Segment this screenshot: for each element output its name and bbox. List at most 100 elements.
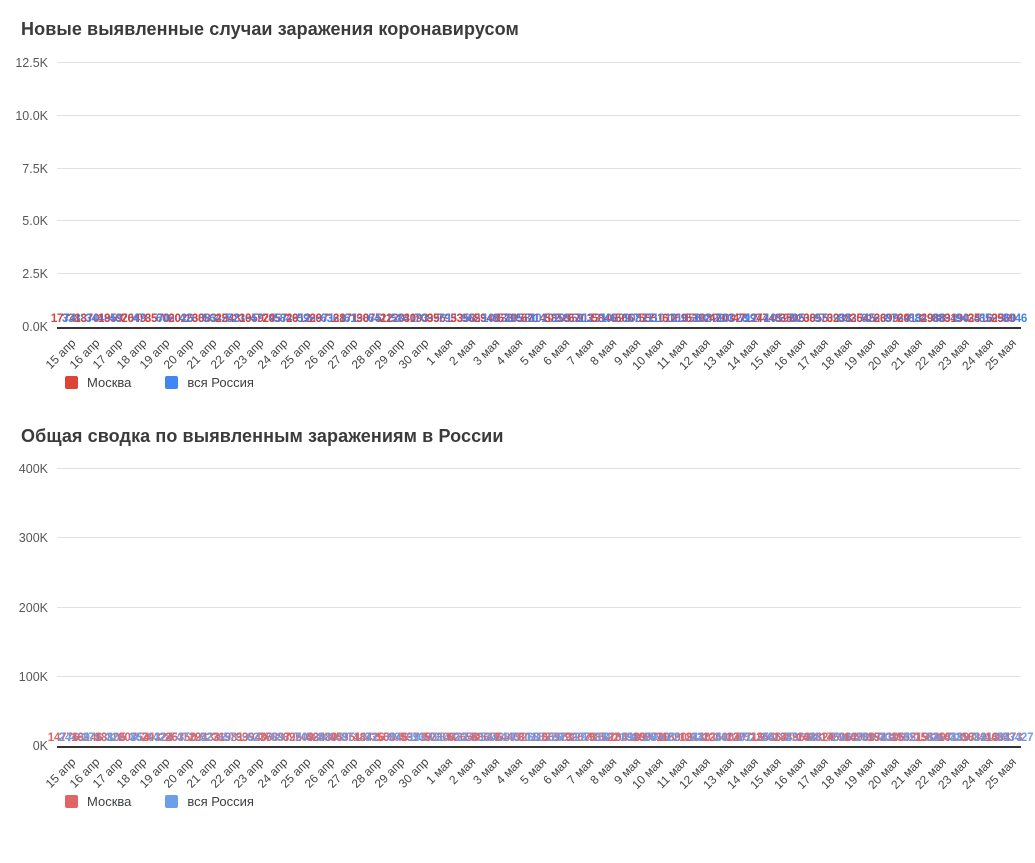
value-label: 2220	[380, 313, 405, 325]
cumulative-cases-chart: Общая сводка по выявленным заражениям в …	[0, 425, 1035, 810]
category-group: 5667 10817	[615, 63, 654, 327]
legend-swatch	[165, 375, 179, 389]
value-label: 3448	[85, 313, 111, 325]
category-group: 14776 24490	[48, 469, 90, 746]
value-label: 2560	[991, 313, 1017, 325]
value-label: 3505	[779, 313, 805, 325]
legend-item: Москва	[65, 375, 131, 390]
category-group: 130716 252245	[727, 469, 775, 746]
category-group: 39509 74588	[283, 469, 325, 746]
value-label: 10899	[693, 313, 725, 325]
value-label: 5849	[273, 313, 299, 325]
value-label: 4703	[709, 313, 734, 325]
value-label: 62658	[447, 732, 479, 744]
value-label: 149607	[844, 732, 882, 744]
value-label: 57300	[423, 732, 455, 744]
value-label: 262843	[761, 732, 799, 744]
value-label: 1774	[50, 313, 76, 325]
value-label: 281752	[808, 732, 846, 744]
category-group: 2516 8599	[968, 63, 1004, 327]
category-group: 31981 57999	[212, 469, 254, 746]
value-label: 5795	[497, 313, 523, 325]
value-label: 2988	[920, 313, 946, 325]
value-label: 80115	[518, 732, 549, 744]
value-label: 10028	[717, 313, 749, 325]
category-group: 4748 10598	[756, 63, 795, 327]
category-group: 2560 8946	[991, 63, 1027, 327]
value-label: 5236	[226, 313, 252, 325]
x-axis-label: 7 мая	[563, 336, 596, 369]
value-label: 317554	[902, 732, 940, 744]
category-group: 135464 262843	[750, 469, 798, 746]
category-group: 20754 36793	[118, 469, 160, 746]
category-group: 5858 10559	[545, 63, 584, 327]
category-group: 142824 281752	[797, 469, 845, 746]
category-group: 152306 308705	[868, 469, 916, 746]
value-label: 45351	[329, 732, 361, 744]
value-label: 2612	[285, 313, 311, 325]
gridline	[57, 537, 1021, 539]
value-label: 31981	[212, 732, 244, 744]
value-label: 24490	[58, 732, 90, 744]
value-label: 42853	[152, 732, 184, 744]
value-label: 104189	[608, 732, 647, 744]
value-label: 93558	[364, 732, 396, 744]
value-label: 6169	[662, 313, 687, 325]
y-axis-label: 5.0K	[22, 214, 48, 229]
category-group: 33940 62773	[236, 469, 278, 746]
value-label: 3083	[191, 313, 217, 325]
value-label: 3388	[61, 313, 87, 325]
value-label: 1370	[74, 313, 100, 325]
value-label: 8926	[837, 313, 863, 325]
value-label: 187859	[596, 732, 634, 744]
value-label: 163913	[961, 732, 999, 744]
value-label: 98522	[588, 732, 620, 744]
value-label: 2971	[309, 313, 335, 325]
value-label: 5551	[638, 313, 664, 325]
value-label: 4712	[732, 313, 758, 325]
value-label: 39509	[282, 732, 314, 744]
value-label: 5392	[685, 313, 711, 325]
value-label: 24324	[141, 732, 173, 744]
value-label: 221344	[666, 732, 705, 744]
value-label: 68622	[270, 732, 302, 744]
value-label: 155219	[891, 732, 929, 744]
value-label: 42480	[306, 732, 338, 744]
category-group: 36897 68622	[259, 469, 301, 746]
x-axis: 15 апр 16 апр 17 апр 18 апр 19 апр 20 апр 21 а…	[43, 748, 1021, 792]
chart-legend: Москва вся Россия	[65, 373, 1021, 391]
legend-label: Москва	[87, 374, 132, 390]
legend-swatch	[165, 794, 179, 808]
category-group: 29433 52763	[189, 469, 231, 746]
value-label: 6703	[568, 313, 593, 325]
legend-item: вся Россия	[165, 794, 254, 809]
value-label: 165929	[549, 732, 587, 744]
value-label: 57999	[223, 732, 255, 744]
y-axis-label: 100K	[18, 669, 48, 684]
category-group: 1370 3448	[74, 63, 110, 327]
y-axis-label: 12.5K	[15, 56, 48, 70]
value-label: 209688	[643, 732, 681, 744]
x-axis-label: 5 мая	[516, 755, 549, 788]
category-group: 6703 11231	[568, 63, 607, 327]
gridline	[57, 220, 1021, 222]
value-label: 2649	[121, 313, 147, 325]
value-label: 106498	[408, 732, 446, 744]
value-label: 68606	[470, 732, 502, 744]
value-label: 3855	[803, 313, 829, 325]
category-group: 4703 10028	[709, 63, 748, 327]
value-label: 2516	[967, 313, 993, 325]
value-label: 152306	[867, 732, 905, 744]
value-label: 177160	[572, 732, 611, 744]
category-group: 3505 9200	[780, 63, 816, 327]
value-label: 6361	[320, 313, 346, 325]
value-label: 10581	[505, 313, 537, 325]
y-axis-label: 0K	[32, 739, 48, 753]
value-label: 2026	[168, 313, 194, 325]
value-label: 308705	[878, 732, 916, 744]
x-axis: 15 апр 16 апр 17 апр 18 апр 19 апр 20 апр 21 а…	[43, 329, 1021, 373]
value-label: 27938	[82, 732, 114, 744]
value-label: 10559	[552, 313, 584, 325]
category-group: 109740 209688	[632, 469, 680, 746]
value-label: 9434	[955, 313, 981, 325]
